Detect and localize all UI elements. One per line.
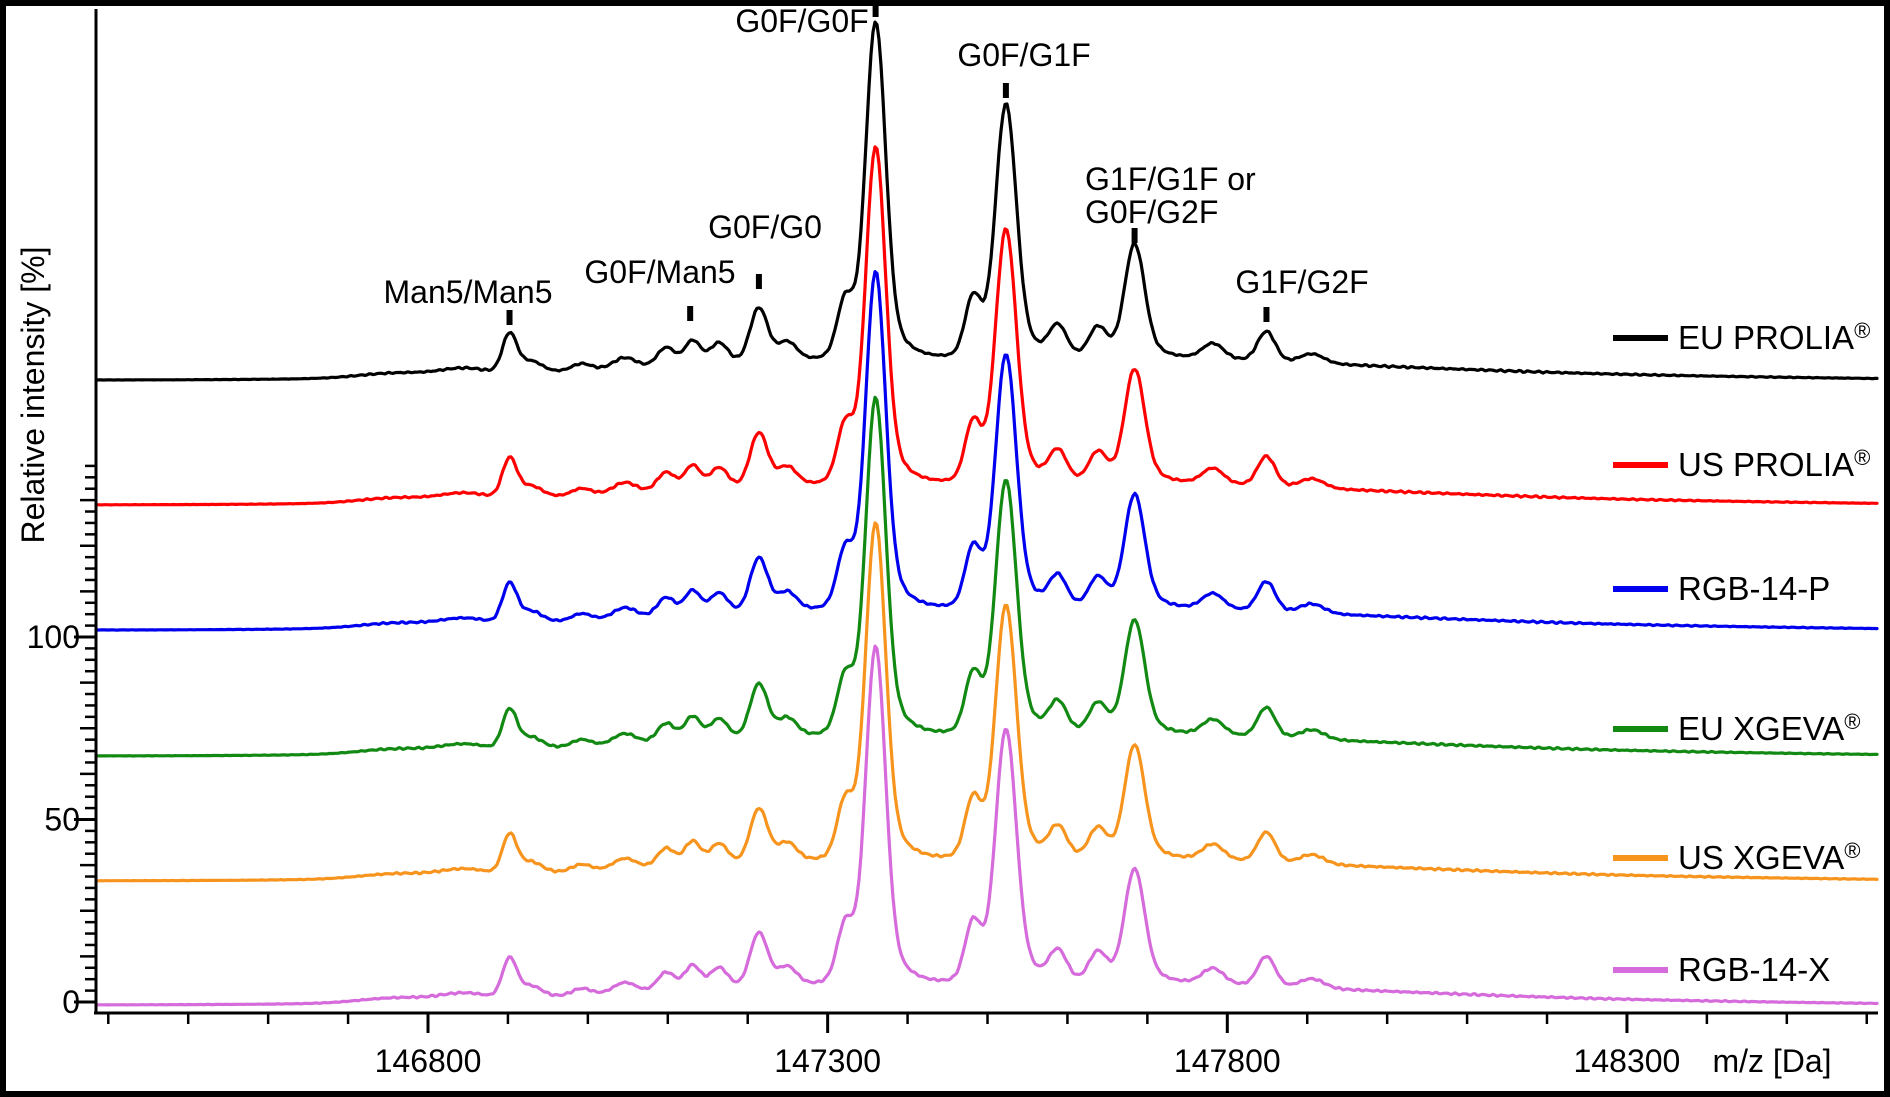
peak-annotation-g1f-g2f: G1F/G2F xyxy=(1235,264,1369,322)
x-axis-title: m/z [Da] xyxy=(1712,1043,1831,1079)
peak-label-line: G0F/G0F xyxy=(735,3,868,39)
trace-eu-xgeva xyxy=(95,395,1879,758)
peak-tick-mark xyxy=(872,2,879,17)
legend-label: RGB-14-X xyxy=(1678,951,1830,988)
legend-item-rgb-14-x: RGB-14-X xyxy=(1613,951,1830,988)
peak-annotation-g0f-g0: G0F/G0 xyxy=(708,209,822,289)
legend-label: US PROLIA® xyxy=(1678,445,1870,483)
legend-label: EU XGEVA® xyxy=(1678,709,1861,747)
legend-label: EU PROLIA® xyxy=(1678,318,1870,356)
y-tick-label-0: 0 xyxy=(62,984,80,1020)
spectrum-traces xyxy=(95,20,1879,1007)
peak-label-line: G0F/G2F xyxy=(1085,194,1218,230)
y-tick-label-50: 50 xyxy=(44,802,80,838)
peak-label-line: G1F/G1F or xyxy=(1085,161,1256,197)
legend-item-eu-xgeva: EU XGEVA® xyxy=(1613,709,1861,747)
legend-label: RGB-14-P xyxy=(1678,570,1830,607)
x-axis-ticks: 146800 147300 147800 148300 xyxy=(107,1013,1868,1079)
peak-annotations: Man5/Man5 G0F/Man5 G0F/G0 G0F/G0F G0F/G1F G1F… xyxy=(384,2,1369,325)
trace-us-prolia xyxy=(95,145,1879,507)
x-tick-label-147300: 147300 xyxy=(774,1043,881,1079)
peak-tick-mark xyxy=(1263,307,1270,322)
peak-label-line: G1F/G2F xyxy=(1235,264,1368,300)
y-axis-title: Relative intensity [%] xyxy=(15,246,51,543)
peak-annotation-g0f-g0f: G0F/G0F xyxy=(735,2,879,39)
x-tick-label-146800: 146800 xyxy=(375,1043,482,1079)
trace-us-xgeva xyxy=(95,521,1879,883)
x-tick-label-147800: 147800 xyxy=(1174,1043,1281,1079)
legend-item-us-prolia: US PROLIA® xyxy=(1613,445,1870,483)
y-axis-ticks: 0 50 100 xyxy=(27,464,96,1020)
peak-annotation-g0f-g1f: G0F/G1F xyxy=(957,37,1091,98)
x-tick-label-148300: 148300 xyxy=(1574,1043,1681,1079)
legend-label: US XGEVA® xyxy=(1678,838,1861,876)
legend-item-us-xgeva: US XGEVA® xyxy=(1613,838,1861,876)
peak-annotation-g0f-man5: G0F/Man5 xyxy=(584,254,736,321)
trace-rgb-14-x xyxy=(95,644,1879,1007)
trace-rgb-14-p xyxy=(95,270,1879,632)
peak-tick-mark xyxy=(1002,83,1009,98)
peak-tick-mark xyxy=(687,306,694,321)
legend-item-eu-prolia: EU PROLIA® xyxy=(1613,318,1870,356)
peak-annotation-man5-man5: Man5/Man5 xyxy=(384,274,553,325)
peak-label-line: G0F/G1F xyxy=(957,37,1090,73)
legend-item-rgb-14-p: RGB-14-P xyxy=(1613,570,1830,607)
trace-eu-prolia xyxy=(95,20,1879,382)
peak-label-line: Man5/Man5 xyxy=(384,274,553,310)
peak-label-line: G0F/Man5 xyxy=(584,254,735,290)
peak-label-line: G0F/G0 xyxy=(708,209,822,245)
peak-tick-mark xyxy=(755,274,762,289)
y-tick-label-100: 100 xyxy=(27,619,80,655)
peak-tick-mark xyxy=(506,310,513,325)
peak-tick-mark xyxy=(1131,228,1138,243)
legend: EU PROLIA® US PROLIA® RGB-14-P EU XGEVA® US … xyxy=(1613,318,1870,988)
